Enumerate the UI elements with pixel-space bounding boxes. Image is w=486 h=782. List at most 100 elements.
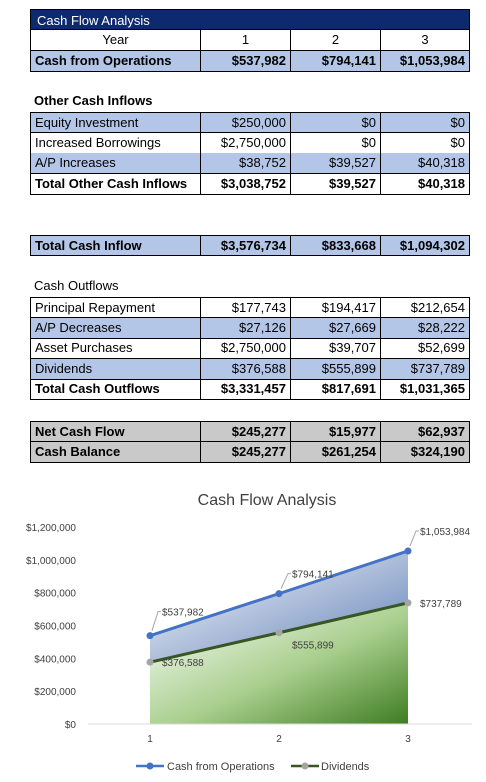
row-label[interactable]: A/P Decreases — [30, 318, 201, 339]
row-label[interactable]: Total Cash Inflow — [30, 235, 201, 256]
y-tick-label: $200,000 — [34, 687, 76, 698]
cell-y2[interactable]: $39,527 — [291, 153, 381, 174]
table-row: Equity Investment $250,000 $0 $0 — [30, 112, 470, 133]
cell-y3[interactable]: $737,789 — [381, 359, 470, 380]
operations-area — [150, 550, 408, 663]
cell-y2[interactable]: $817,691 — [291, 379, 381, 400]
cell-y2[interactable]: $261,254 — [291, 442, 381, 463]
operations-leader-line — [151, 611, 161, 631]
legend-div-label: Dividends — [321, 761, 370, 773]
cell-y3[interactable]: $28,222 — [381, 318, 470, 339]
y-tick-label: $600,000 — [34, 622, 76, 633]
cell-y3[interactable]: $62,937 — [381, 421, 470, 442]
cell-y2[interactable]: $39,707 — [291, 338, 381, 359]
cell-y1[interactable]: $3,576,734 — [201, 235, 291, 256]
cell-y3[interactable]: $324,190 — [381, 442, 470, 463]
cell-y3[interactable]: $1,031,365 — [381, 379, 470, 400]
cell-y3[interactable]: $40,318 — [381, 174, 470, 195]
operations-point[interactable] — [275, 590, 283, 598]
cell-y3[interactable]: $0 — [381, 112, 470, 133]
operations-y3[interactable]: $1,053,984 — [381, 51, 470, 72]
chart-legend: Cash from Operations Dividends — [136, 761, 370, 773]
x-axis: 1 2 3 — [88, 723, 472, 745]
table-row: Principal Repayment $177,743 $194,417 $2… — [30, 297, 470, 318]
cell-y2[interactable]: $15,977 — [291, 421, 381, 442]
y-tick-label: $400,000 — [34, 654, 76, 665]
x-tick-label: 3 — [405, 734, 411, 745]
cell-y3[interactable]: $40,318 — [381, 153, 470, 174]
cell-y1[interactable]: $245,277 — [201, 442, 291, 463]
x-tick-label: 1 — [147, 734, 153, 745]
row-label[interactable]: Principal Repayment — [30, 297, 201, 318]
cell-y1[interactable]: $3,038,752 — [201, 174, 291, 195]
cell-y3[interactable]: $52,699 — [381, 338, 470, 359]
year-header[interactable]: Year — [30, 30, 201, 51]
operations-point[interactable] — [404, 547, 412, 555]
dividends-point[interactable] — [146, 658, 154, 666]
table-row: Dividends $376,588 $555,899 $737,789 — [30, 359, 470, 380]
operations-data-label: $1,053,984 — [420, 527, 470, 538]
cell-y2[interactable]: $39,527 — [291, 174, 381, 195]
cell-y1[interactable]: $177,743 — [201, 297, 291, 318]
operations-leader-line — [409, 530, 419, 547]
cell-y3[interactable]: $0 — [381, 133, 470, 154]
total-cash-inflow-row: Total Cash Inflow $3,576,734 $833,668 $1… — [30, 235, 470, 256]
cell-y1[interactable]: $2,750,000 — [201, 338, 291, 359]
row-label[interactable]: Asset Purchases — [30, 338, 201, 359]
cell-y3[interactable]: $1,094,302 — [381, 235, 470, 256]
legend-ops-marker — [146, 762, 154, 770]
y-tick-label: $0 — [65, 720, 77, 731]
dividends-data-label: $737,789 — [420, 599, 462, 610]
operations-y1[interactable]: $537,982 — [201, 51, 291, 72]
operations-y2[interactable]: $794,141 — [291, 51, 381, 72]
dividends-point[interactable] — [404, 599, 412, 607]
row-label[interactable]: Net Cash Flow — [30, 421, 201, 442]
net-cash-flow-row: Net Cash Flow $245,277 $15,977 $62,937 — [30, 421, 470, 442]
operations-label[interactable]: Cash from Operations — [30, 51, 201, 72]
row-label[interactable]: Total Cash Outflows — [30, 379, 201, 400]
cash-balance-row: Cash Balance $245,277 $261,254 $324,190 — [30, 442, 470, 463]
chart-title: Cash Flow Analysis — [198, 492, 337, 509]
cell-y1[interactable]: $376,588 — [201, 359, 291, 380]
row-label[interactable]: Total Other Cash Inflows — [30, 174, 201, 195]
legend-div-marker — [301, 762, 309, 770]
cell-y2[interactable]: $833,668 — [291, 235, 381, 256]
cell-y2[interactable]: $0 — [291, 133, 381, 154]
row-label[interactable]: Cash Balance — [30, 442, 201, 463]
operations-row: Cash from Operations $537,982 $794,141 $… — [30, 51, 470, 72]
total-cash-outflows-row: Total Cash Outflows $3,331,457 $817,691 … — [30, 379, 470, 400]
other-inflows-heading: Other Cash Inflows — [34, 93, 153, 108]
dividends-point[interactable] — [275, 629, 283, 637]
year-2-header[interactable]: 2 — [291, 30, 381, 51]
cell-y1[interactable]: $3,331,457 — [201, 379, 291, 400]
cell-y1[interactable]: $2,750,000 — [201, 133, 291, 154]
legend-ops-label: Cash from Operations — [167, 761, 275, 773]
x-tick-label: 2 — [276, 734, 282, 745]
y-tick-label: $1,000,000 — [26, 556, 76, 567]
sheet-title: Cash Flow Analysis — [30, 9, 470, 30]
cell-y2[interactable]: $27,669 — [291, 318, 381, 339]
row-label[interactable]: A/P Increases — [30, 153, 201, 174]
cell-y3[interactable]: $212,654 — [381, 297, 470, 318]
year-3-header[interactable]: 3 — [381, 30, 470, 51]
header-row: Year 1 2 3 — [30, 30, 470, 51]
table-row: A/P Increases $38,752 $39,527 $40,318 — [30, 153, 470, 174]
operations-data-label: $537,982 — [162, 608, 204, 619]
year-1-header[interactable]: 1 — [201, 30, 291, 51]
cash-flow-chart[interactable]: Cash Flow Analysis $0 $200,000 $400,000 $60… — [0, 480, 486, 780]
cell-y1[interactable]: $250,000 — [201, 112, 291, 133]
row-label[interactable]: Equity Investment — [30, 112, 201, 133]
cell-y2[interactable]: $555,899 — [291, 359, 381, 380]
cell-y1[interactable]: $245,277 — [201, 421, 291, 442]
row-label[interactable]: Dividends — [30, 359, 201, 380]
cell-y2[interactable]: $194,417 — [291, 297, 381, 318]
cell-y1[interactable]: $27,126 — [201, 318, 291, 339]
operations-point[interactable] — [146, 632, 154, 640]
cell-y1[interactable]: $38,752 — [201, 153, 291, 174]
row-label[interactable]: Increased Borrowings — [30, 133, 201, 154]
table-row: A/P Decreases $27,126 $27,669 $28,222 — [30, 318, 470, 339]
cell-y2[interactable]: $0 — [291, 112, 381, 133]
total-other-inflows-row: Total Other Cash Inflows $3,038,752 $39,… — [30, 174, 470, 195]
table-row: Asset Purchases $2,750,000 $39,707 $52,6… — [30, 338, 470, 359]
y-tick-label: $800,000 — [34, 589, 76, 600]
